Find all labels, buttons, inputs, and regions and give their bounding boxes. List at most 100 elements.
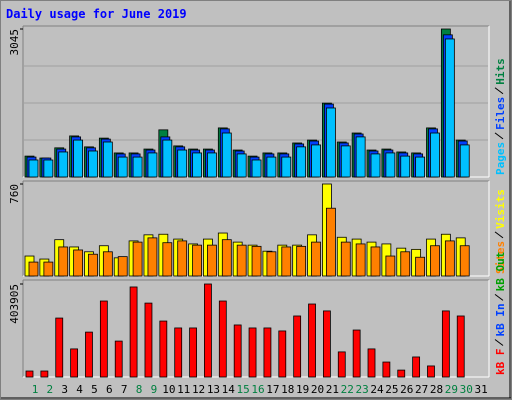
bar xyxy=(293,315,302,378)
legend-entry: Visits xyxy=(494,189,507,229)
x-tick-label: 27 xyxy=(415,383,428,396)
bar xyxy=(355,243,366,277)
bar xyxy=(236,244,247,277)
bar xyxy=(308,303,316,378)
x-tick-label: 9 xyxy=(151,383,158,396)
bar xyxy=(114,340,123,378)
bar xyxy=(367,348,376,378)
y-tick-label: 760 xyxy=(8,184,21,204)
bar xyxy=(370,246,381,277)
x-tick-label: 22 xyxy=(341,383,354,396)
bar xyxy=(385,255,396,277)
bar xyxy=(459,245,470,277)
x-tick-label: 29 xyxy=(445,383,458,396)
x-tick-label: 24 xyxy=(370,383,384,396)
bar xyxy=(177,149,188,178)
bar xyxy=(221,132,232,178)
legend-separator xyxy=(494,87,504,95)
x-tick-label: 2 xyxy=(47,383,54,396)
x-tick-label: 12 xyxy=(192,383,205,396)
bar xyxy=(236,153,247,178)
bar xyxy=(218,300,227,378)
x-tick-label: 3 xyxy=(61,383,68,396)
x-tick-label: 7 xyxy=(121,383,128,396)
bar xyxy=(28,159,39,178)
legend-entry: Hits xyxy=(494,58,507,85)
bar xyxy=(159,320,168,378)
bar xyxy=(430,132,440,178)
bar xyxy=(147,237,158,277)
bar xyxy=(55,317,64,378)
x-tick-label: 17 xyxy=(266,383,279,396)
x-tick-label: 21 xyxy=(326,383,339,396)
bar xyxy=(266,251,277,277)
bar xyxy=(281,246,292,277)
bar xyxy=(102,141,113,178)
bar xyxy=(132,241,143,277)
bar xyxy=(325,107,336,178)
bar xyxy=(251,245,262,277)
bar xyxy=(129,286,138,378)
x-tick-label: 25 xyxy=(385,383,398,396)
legend-entry: kB In xyxy=(494,303,507,336)
bar xyxy=(177,240,188,277)
bar xyxy=(278,330,287,378)
legend-entry: Sites xyxy=(494,241,507,274)
bar xyxy=(233,324,242,378)
x-tick-label: 16 xyxy=(251,383,264,396)
bar xyxy=(415,256,426,277)
bar xyxy=(311,144,321,178)
bar xyxy=(221,239,232,277)
bar xyxy=(99,300,108,378)
x-tick-label: 14 xyxy=(222,383,236,396)
bar xyxy=(25,370,34,378)
legend-separator xyxy=(494,339,504,346)
bar xyxy=(263,327,272,378)
x-tick-label: 8 xyxy=(136,383,143,396)
bar xyxy=(266,156,277,178)
bar xyxy=(248,327,257,378)
bar xyxy=(415,156,426,178)
bar xyxy=(337,351,346,378)
bar xyxy=(400,155,411,178)
bar xyxy=(58,151,69,178)
legend-entry: Pages xyxy=(494,142,507,175)
x-tick-label: 28 xyxy=(430,383,443,396)
bar xyxy=(412,356,421,378)
bar xyxy=(296,245,307,277)
chart-title: Daily usage for June 2019 xyxy=(6,7,187,21)
x-tick-label: 6 xyxy=(106,383,113,396)
bar xyxy=(427,365,435,378)
bar xyxy=(207,244,217,277)
y-tick-label: 403905 xyxy=(8,284,21,324)
bar xyxy=(207,152,217,178)
bar xyxy=(70,348,79,378)
bar xyxy=(132,156,143,178)
bar xyxy=(400,251,411,277)
bar xyxy=(397,369,406,378)
bar xyxy=(444,38,455,178)
x-tick-label: 20 xyxy=(311,383,324,396)
legend-separator xyxy=(494,132,504,140)
x-tick-label: 30 xyxy=(460,383,473,396)
bar xyxy=(340,241,351,277)
x-tick-label: 13 xyxy=(207,383,220,396)
bar xyxy=(43,159,54,178)
bar xyxy=(370,153,381,178)
x-tick-label: 5 xyxy=(91,383,98,396)
x-tick-label: 19 xyxy=(296,383,309,396)
x-tick-label: 15 xyxy=(237,383,250,396)
legend-separator xyxy=(494,231,504,239)
x-tick-label: 10 xyxy=(162,383,175,396)
bar xyxy=(192,152,202,178)
x-tick-label: 4 xyxy=(76,383,83,396)
y-tick-label: 3045 xyxy=(8,29,21,56)
bar xyxy=(251,159,262,178)
bar xyxy=(162,242,173,277)
bar xyxy=(204,283,212,378)
legend-separator xyxy=(494,293,504,301)
bar xyxy=(40,370,49,378)
bar xyxy=(144,302,153,378)
bar xyxy=(311,241,321,277)
bar xyxy=(73,249,84,277)
